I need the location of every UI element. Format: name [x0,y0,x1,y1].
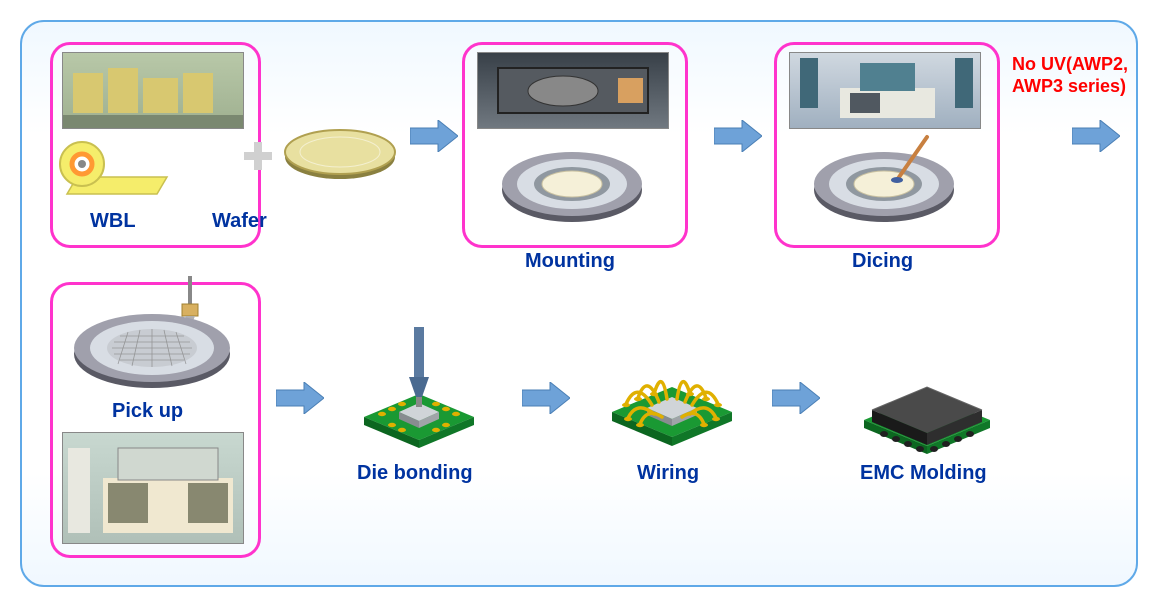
flow-arrow-icon [522,382,570,414]
emc-molding-label: EMC Molding [860,462,987,485]
wbl-equipment-photo [62,52,244,129]
callout-line2: AWP3 series) [1012,76,1126,96]
wafer-icon [280,112,400,192]
wiring-icon [592,332,752,462]
dicing-equipment-photo [789,52,981,129]
mounting-ring-icon [497,142,647,232]
die-bonding-label: Die bonding [357,462,473,485]
wbl-tape-icon [57,132,172,202]
wiring-label: Wiring [637,462,699,485]
no-uv-callout: No UV(AWP2, AWP3 series) [1012,54,1128,97]
die-bonding-icon [344,322,494,462]
mounting-equipment-photo [477,52,669,129]
pickup-equipment-photo [62,432,244,544]
flow-arrow-icon [714,120,762,152]
dicing-ring-icon [809,132,959,237]
process-flow-container: WBL Wafer Mounting [20,20,1138,587]
pickup-ring-icon [70,274,235,404]
flow-arrow-icon [276,382,324,414]
flow-arrow-icon [772,382,820,414]
flow-arrow-icon [1072,120,1120,152]
pickup-label: Pick up [112,400,183,423]
wbl-label: WBL [90,210,136,233]
dicing-label: Dicing [852,250,913,273]
callout-line1: No UV(AWP2, [1012,54,1128,74]
mounting-label: Mounting [525,250,615,273]
flow-arrow-icon [410,120,458,152]
wafer-label: Wafer [212,210,267,233]
emc-molding-icon [842,332,1012,462]
plus-icon [244,142,272,170]
